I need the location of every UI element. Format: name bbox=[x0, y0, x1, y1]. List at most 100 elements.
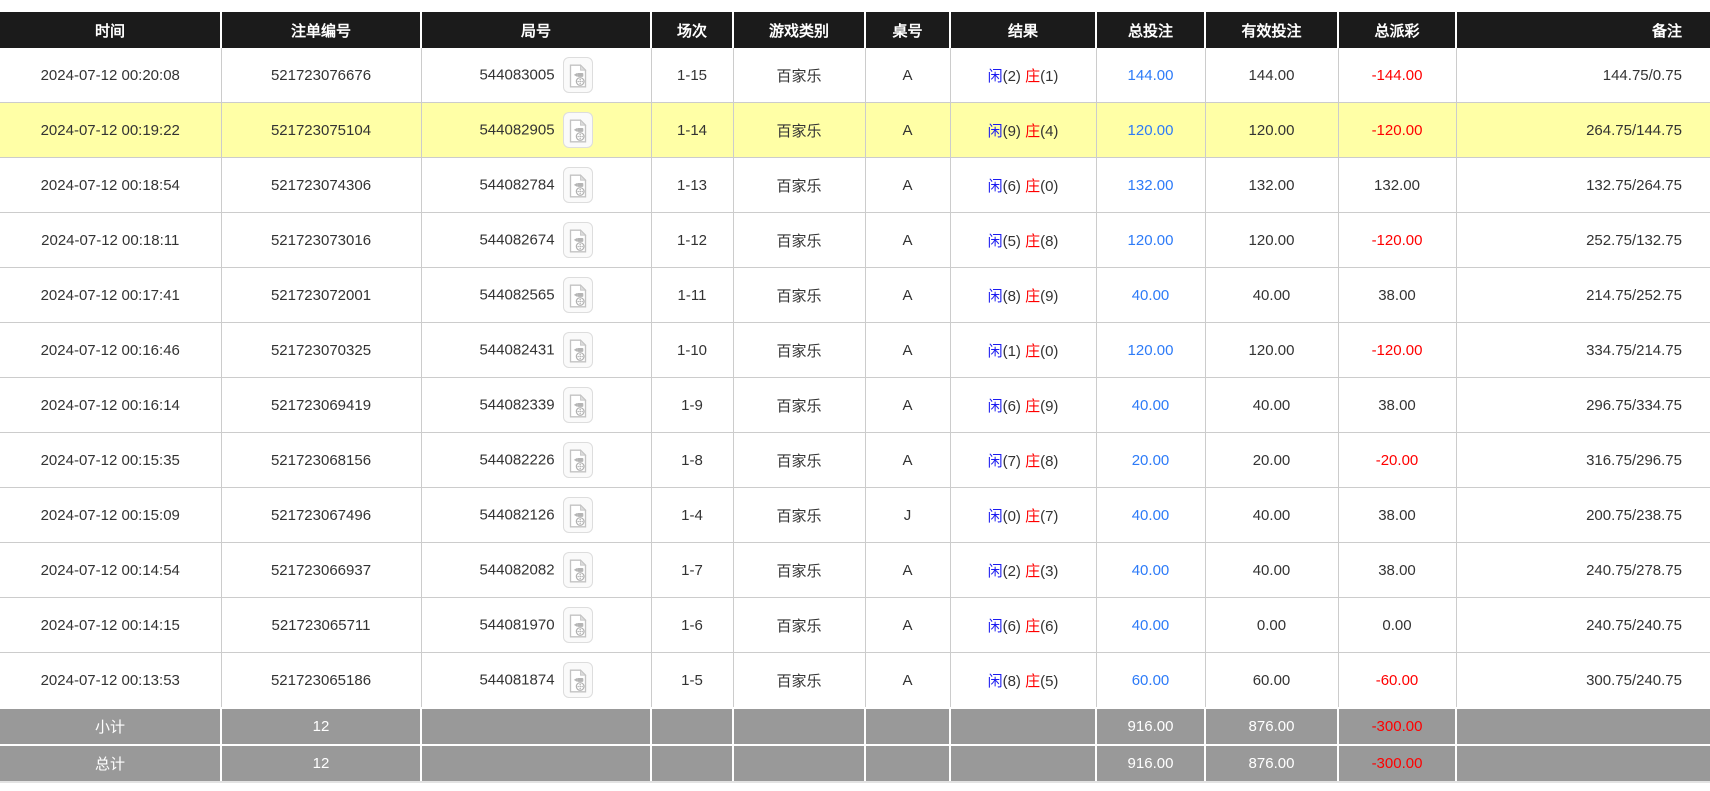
cell-total-bet: 120.00 bbox=[1096, 212, 1206, 268]
banker-result-label: 庄 bbox=[1025, 507, 1041, 525]
total-bet-link[interactable]: 60.00 bbox=[1131, 671, 1170, 689]
table-row: 2024-07-12 00:18:11 521723073016 544082674… bbox=[0, 212, 1710, 268]
video-playback-button[interactable] bbox=[562, 497, 593, 533]
cell-round-id: 544082226 bbox=[421, 432, 652, 488]
cell-table-no: A bbox=[865, 377, 951, 433]
table-row: 2024-07-12 00:18:54 521723074306 544082784… bbox=[0, 157, 1710, 213]
cell-payout: -120.00 bbox=[1338, 102, 1457, 158]
total-bet-link[interactable]: 120.00 bbox=[1127, 231, 1174, 249]
cell-time: 2024-07-12 00:14:54 bbox=[0, 542, 222, 598]
total-bet-link[interactable]: 144.00 bbox=[1127, 66, 1174, 84]
cell-result: 闲(2) 庄(3) bbox=[950, 542, 1097, 598]
cell-total-bet: 144.00 bbox=[1096, 48, 1206, 103]
cell-round-id: 544082905 bbox=[421, 102, 652, 158]
round-number: 544082226 bbox=[479, 451, 555, 469]
total-count: 12 bbox=[220, 744, 422, 783]
video-playback-icon bbox=[569, 614, 587, 638]
total-bet-link[interactable]: 120.00 bbox=[1127, 341, 1174, 359]
video-playback-button[interactable] bbox=[562, 387, 593, 423]
cell-game-type: 百家乐 bbox=[733, 597, 866, 653]
cell-remark: 334.75/214.75 bbox=[1456, 322, 1710, 378]
video-playback-button[interactable] bbox=[562, 277, 593, 313]
round-number: 544082082 bbox=[479, 561, 555, 579]
banker-result-label: 庄 bbox=[1025, 287, 1041, 305]
cell-bet-id: 521723072001 bbox=[221, 267, 422, 323]
round-number: 544081970 bbox=[479, 616, 555, 634]
total-bet-link[interactable]: 40.00 bbox=[1131, 396, 1170, 414]
cell-payout: -20.00 bbox=[1338, 432, 1457, 488]
cell-time: 2024-07-12 00:14:15 bbox=[0, 597, 222, 653]
banker-result-label: 庄 bbox=[1025, 672, 1041, 690]
cell-remark: 252.75/132.75 bbox=[1456, 212, 1710, 268]
banker-result-label: 庄 bbox=[1025, 122, 1041, 140]
cell-payout: -120.00 bbox=[1338, 212, 1457, 268]
cell-game-type: 百家乐 bbox=[733, 212, 866, 268]
video-playback-button[interactable] bbox=[562, 552, 593, 588]
cell-bet-id: 521723070325 bbox=[221, 322, 422, 378]
table-header-row: 时间 注单编号 局号 场次 游戏类别 桌号 结果 总投注 有效投注 总派彩 备注 bbox=[0, 12, 1710, 48]
player-result-label: 闲 bbox=[987, 452, 1003, 470]
player-result-label: 闲 bbox=[987, 177, 1003, 195]
video-playback-button[interactable] bbox=[562, 222, 593, 258]
cell-game-type: 百家乐 bbox=[733, 432, 866, 488]
video-playback-button[interactable] bbox=[562, 332, 593, 368]
subtotal-empty-game bbox=[732, 707, 866, 746]
cell-valid-bet: 120.00 bbox=[1205, 212, 1339, 268]
total-bet-link[interactable]: 120.00 bbox=[1127, 121, 1174, 139]
cell-round-id: 544082565 bbox=[421, 267, 652, 323]
cell-remark: 214.75/252.75 bbox=[1456, 267, 1710, 323]
video-playback-button[interactable] bbox=[562, 57, 593, 93]
total-bet-link[interactable]: 40.00 bbox=[1131, 616, 1170, 634]
cell-remark: 132.75/264.75 bbox=[1456, 157, 1710, 213]
total-bet-link[interactable]: 40.00 bbox=[1131, 506, 1170, 524]
cell-total-bet: 40.00 bbox=[1096, 542, 1206, 598]
cell-bet-id: 521723065711 bbox=[221, 597, 422, 653]
cell-bet-id: 521723067496 bbox=[221, 487, 422, 543]
video-playback-button[interactable] bbox=[562, 112, 593, 148]
cell-game-type: 百家乐 bbox=[733, 322, 866, 378]
cell-bet-id: 521723068156 bbox=[221, 432, 422, 488]
cell-time: 2024-07-12 00:18:54 bbox=[0, 157, 222, 213]
banker-result-label: 庄 bbox=[1025, 452, 1041, 470]
subtotal-empty-session bbox=[650, 707, 734, 746]
cell-total-bet: 132.00 bbox=[1096, 157, 1206, 213]
cell-session: 1-15 bbox=[651, 48, 734, 103]
player-result-label: 闲 bbox=[987, 507, 1003, 525]
table-body: 2024-07-12 00:20:08 521723076676 544083005… bbox=[0, 48, 1710, 709]
cell-session: 1-4 bbox=[651, 487, 734, 543]
round-number: 544082784 bbox=[479, 176, 555, 194]
cell-game-type: 百家乐 bbox=[733, 542, 866, 598]
cell-game-type: 百家乐 bbox=[733, 48, 866, 103]
table-row: 2024-07-12 00:16:46 521723070325 544082431… bbox=[0, 322, 1710, 378]
table-row: 2024-07-12 00:17:41 521723072001 544082565… bbox=[0, 267, 1710, 323]
video-playback-button[interactable] bbox=[562, 442, 593, 478]
bet-records-table: 时间 注单编号 局号 场次 游戏类别 桌号 结果 总投注 有效投注 总派彩 备注… bbox=[0, 12, 1710, 783]
cell-game-type: 百家乐 bbox=[733, 267, 866, 323]
cell-remark: 300.75/240.75 bbox=[1456, 652, 1710, 709]
video-playback-button[interactable] bbox=[562, 662, 593, 698]
cell-result: 闲(6) 庄(0) bbox=[950, 157, 1097, 213]
total-bet-link[interactable]: 40.00 bbox=[1131, 561, 1170, 579]
total-bet-link[interactable]: 40.00 bbox=[1131, 286, 1170, 304]
cell-bet-id: 521723073016 bbox=[221, 212, 422, 268]
cell-time: 2024-07-12 00:15:09 bbox=[0, 487, 222, 543]
cell-table-no: A bbox=[865, 212, 951, 268]
cell-total-bet: 60.00 bbox=[1096, 652, 1206, 709]
total-bet-link[interactable]: 20.00 bbox=[1131, 451, 1170, 469]
cell-result: 闲(1) 庄(0) bbox=[950, 322, 1097, 378]
player-result-label: 闲 bbox=[987, 617, 1003, 635]
total-bet-link[interactable]: 132.00 bbox=[1127, 176, 1174, 194]
table-footer: 小计 12 916.00 876.00 -300.00 总计 12 bbox=[0, 707, 1710, 783]
banker-result-label: 庄 bbox=[1025, 232, 1041, 250]
cell-payout: 38.00 bbox=[1338, 267, 1457, 323]
cell-payout: 38.00 bbox=[1338, 377, 1457, 433]
video-playback-button[interactable] bbox=[562, 607, 593, 643]
player-result-label: 闲 bbox=[987, 397, 1003, 415]
video-playback-button[interactable] bbox=[562, 167, 593, 203]
cell-game-type: 百家乐 bbox=[733, 102, 866, 158]
round-number: 544082339 bbox=[479, 396, 555, 414]
cell-game-type: 百家乐 bbox=[733, 157, 866, 213]
cell-total-bet: 40.00 bbox=[1096, 377, 1206, 433]
column-header-result: 结果 bbox=[950, 12, 1097, 48]
cell-valid-bet: 132.00 bbox=[1205, 157, 1339, 213]
